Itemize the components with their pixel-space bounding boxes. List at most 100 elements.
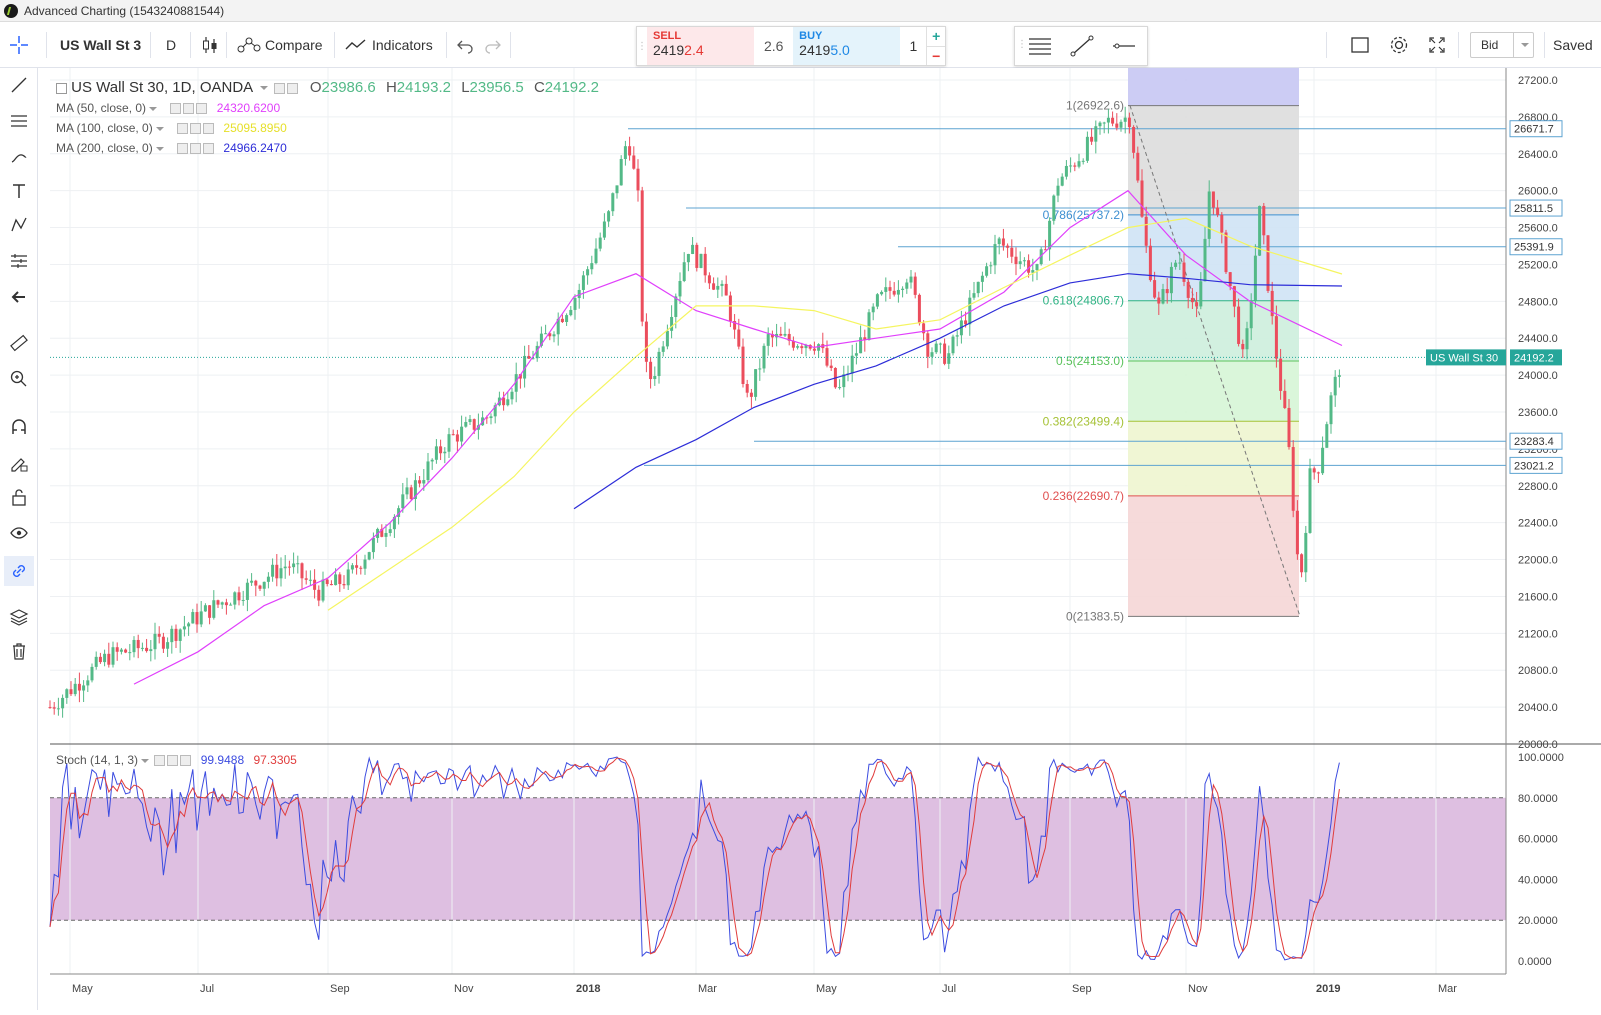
price-type-value: Bid: [1481, 38, 1499, 52]
horizontal-line-icon[interactable]: [1111, 35, 1137, 62]
sell-price-suffix: 2.4: [684, 42, 704, 58]
settings-small-icon[interactable]: [183, 103, 195, 115]
fib-tool-icon[interactable]: [8, 250, 30, 272]
expand-icon[interactable]: [1427, 22, 1447, 68]
visibility-toggle-icon[interactable]: [177, 123, 189, 135]
quantity-input[interactable]: 1: [909, 38, 918, 54]
settings-small-icon[interactable]: [190, 123, 202, 135]
candle-body: [871, 306, 875, 313]
trash-icon[interactable]: [8, 640, 30, 662]
visibility-toggle-icon[interactable]: [177, 143, 189, 155]
chevron-down-icon[interactable]: [149, 106, 158, 111]
symbol-search-button[interactable]: US Wall St 3: [60, 22, 141, 68]
fib-level-label: 0.236(22690.7): [1043, 489, 1124, 503]
candle-body: [901, 288, 905, 290]
visibility-toggle-icon[interactable]: [170, 103, 182, 115]
close-small-icon[interactable]: [180, 755, 192, 767]
low-value: 23956.5: [469, 79, 524, 96]
chevron-down-icon[interactable]: [141, 758, 150, 763]
trend-line-icon[interactable]: [1069, 35, 1095, 62]
candle-body: [804, 344, 808, 349]
collapse-legend-icon[interactable]: [56, 82, 67, 94]
trendline-tool-icon[interactable]: [8, 74, 30, 96]
candle-body: [1127, 117, 1131, 128]
chevron-down-icon[interactable]: [155, 126, 164, 131]
eye-icon[interactable]: [8, 522, 30, 544]
candle-body: [934, 343, 938, 353]
layers-icon[interactable]: [8, 606, 30, 628]
chevron-down-icon[interactable]: [155, 146, 164, 151]
candle-body: [552, 334, 556, 337]
crosshair-tool-icon[interactable]: [8, 22, 30, 68]
candle-body: [665, 330, 669, 347]
candle-body: [350, 565, 354, 570]
buy-button[interactable]: BUY 24195.0: [793, 27, 901, 65]
quantity-increase-button[interactable]: +: [932, 28, 941, 45]
magnet-icon[interactable]: [8, 416, 30, 438]
gear-icon[interactable]: [1388, 22, 1410, 68]
link-icon[interactable]: [4, 556, 34, 586]
pattern-tool-icon[interactable]: [8, 214, 30, 236]
candle-body: [1211, 191, 1215, 208]
sell-button[interactable]: SELL 24192.4: [647, 27, 755, 65]
buy-label: BUY: [799, 30, 823, 42]
settings-small-icon[interactable]: [167, 755, 179, 767]
lock-icon[interactable]: [8, 486, 30, 508]
price-chart-svg[interactable]: 27200.026800.026400.026000.025600.025200…: [48, 68, 1601, 1010]
settings-small-icon[interactable]: [286, 82, 298, 94]
stoch-axis-label: 0.0000: [1518, 956, 1552, 968]
price-axis-label: 24800.0: [1518, 296, 1558, 308]
horizontal-lines-tool-icon[interactable]: [8, 110, 30, 132]
main-series-legend: US Wall St 30, 1D, OANDA O23986.6 H24193…: [56, 79, 599, 96]
compare-label: Compare: [265, 37, 323, 53]
zoom-in-icon[interactable]: [8, 368, 30, 390]
stoch-k-line: [49, 756, 1340, 961]
brush-tool-icon[interactable]: [8, 146, 30, 168]
drag-handle-icon[interactable]: ⋮: [1017, 39, 1027, 50]
candle-body: [720, 283, 724, 286]
candle-body: [1274, 316, 1278, 359]
candle-body: [728, 295, 732, 322]
candle-body: [787, 333, 791, 341]
interval-button[interactable]: D: [166, 22, 176, 68]
candle-body: [266, 576, 270, 582]
ruler-icon[interactable]: [8, 332, 30, 354]
candlestick-style-icon[interactable]: [200, 22, 220, 68]
undo-icon[interactable]: [456, 22, 474, 68]
redo-icon[interactable]: [484, 22, 502, 68]
ma-line-200: [573, 273, 1343, 510]
candle-body: [1018, 261, 1022, 265]
stoch-label: Stoch (14, 1, 3): [56, 753, 139, 767]
drag-handle-icon[interactable]: ⋮: [637, 40, 647, 52]
line-width-icon[interactable]: [1027, 35, 1053, 62]
lock-drawing-icon[interactable]: [8, 452, 30, 474]
arrow-left-icon[interactable]: [8, 286, 30, 308]
compare-button[interactable]: Compare: [236, 22, 323, 68]
close-small-icon[interactable]: [196, 103, 208, 115]
saved-status[interactable]: Saved: [1553, 22, 1593, 68]
indicators-button[interactable]: Indicators: [344, 22, 433, 68]
candle-body: [1174, 262, 1178, 267]
candle-body: [657, 351, 661, 377]
ma50-legend: MA (50, close, 0) 24320.6200: [56, 101, 280, 115]
candle-body: [1148, 245, 1152, 281]
visibility-toggle-icon[interactable]: [154, 755, 166, 767]
visibility-toggle-icon[interactable]: [273, 82, 285, 94]
text-tool-icon[interactable]: [8, 180, 30, 202]
chevron-down-icon[interactable]: [259, 86, 268, 91]
close-small-icon[interactable]: [203, 123, 215, 135]
ma50-value: 24320.6200: [216, 101, 281, 115]
candle-body: [896, 289, 900, 295]
candle-body: [586, 269, 590, 276]
close-small-icon[interactable]: [203, 143, 215, 155]
candle-body: [140, 647, 144, 649]
quantity-decrease-button[interactable]: −: [927, 45, 945, 66]
chart-area[interactable]: 27200.0 26800.0 26400.0 26000.0 25600.0 25200…: [48, 68, 1601, 1010]
candle-body: [413, 480, 417, 499]
candle-body: [342, 584, 346, 586]
candle-body: [573, 298, 577, 310]
fullscreen-window-icon[interactable]: [1350, 22, 1370, 68]
candle-body: [922, 323, 926, 334]
price-type-select[interactable]: Bid: [1470, 32, 1534, 58]
settings-small-icon[interactable]: [190, 143, 202, 155]
